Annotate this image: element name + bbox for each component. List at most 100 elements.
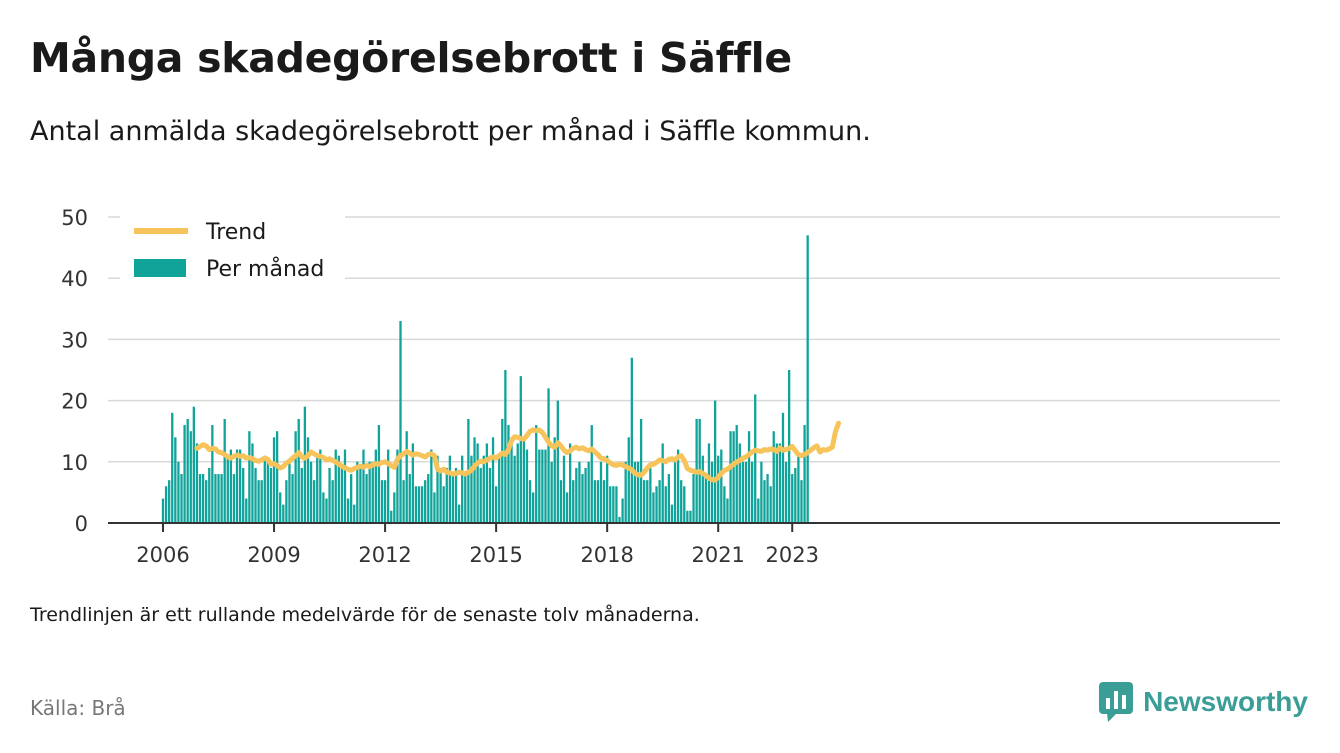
bar [257, 480, 260, 523]
bar [417, 486, 421, 523]
bar [343, 449, 347, 523]
bar [602, 480, 606, 523]
bar [464, 474, 467, 523]
bar [242, 467, 245, 523]
bar [359, 467, 362, 523]
bar [572, 480, 575, 523]
bar [325, 498, 328, 523]
bar [599, 461, 603, 523]
bar [784, 461, 788, 523]
bar [667, 474, 671, 523]
bar [473, 437, 476, 523]
bar [214, 474, 217, 523]
bar [744, 461, 748, 523]
bar [612, 486, 615, 523]
bar [723, 486, 726, 523]
bar [272, 437, 276, 523]
bar [439, 467, 442, 523]
bar [201, 474, 205, 523]
bar [535, 425, 538, 523]
trend-series [194, 420, 842, 483]
bar [334, 449, 337, 523]
bar [643, 480, 646, 523]
bar [581, 474, 584, 523]
bar [368, 461, 371, 523]
bar [544, 449, 547, 523]
bar [547, 388, 550, 523]
bar [806, 235, 809, 524]
bar [655, 486, 658, 523]
bar [279, 492, 282, 523]
bar [498, 455, 501, 523]
bar [670, 504, 674, 523]
bar [177, 461, 180, 523]
bar [420, 486, 424, 523]
bar [396, 449, 399, 523]
bar-chart-bubble-icon [1099, 682, 1134, 722]
bar [596, 480, 600, 523]
bar [763, 480, 766, 523]
bar [741, 461, 745, 523]
bar [306, 437, 310, 523]
trend-line [194, 420, 842, 483]
bar [689, 510, 692, 523]
bar [245, 498, 248, 523]
bar [297, 418, 300, 523]
bar [380, 480, 384, 523]
bar [501, 418, 504, 523]
bar [720, 449, 723, 523]
bar [717, 455, 720, 523]
bar [609, 486, 612, 523]
bar [482, 455, 485, 523]
bar [198, 474, 202, 523]
bar [528, 480, 532, 523]
bar [633, 461, 637, 523]
bar [180, 474, 183, 523]
bar [353, 504, 356, 523]
bar [205, 480, 208, 523]
bar [328, 467, 331, 523]
bar [649, 467, 652, 523]
bar [618, 516, 621, 523]
bar [646, 480, 649, 523]
bar [195, 443, 199, 523]
bar [454, 467, 458, 523]
bar [686, 510, 689, 523]
x-tick-label: 2015 [469, 543, 522, 567]
source-label: Källa: Brå [30, 696, 126, 720]
bar [288, 461, 291, 523]
bar [208, 467, 211, 523]
bar [430, 449, 433, 523]
bar [183, 425, 186, 523]
y-tick-label: 50 [61, 206, 88, 230]
bar [217, 474, 220, 523]
bar [630, 357, 633, 523]
bar [525, 449, 529, 523]
bar [254, 467, 257, 523]
x-tick-label: 2006 [136, 543, 189, 567]
bar [531, 492, 535, 523]
y-tick-label: 40 [61, 267, 88, 291]
bar [491, 437, 495, 523]
bar [303, 406, 307, 523]
bar [590, 425, 593, 523]
bar [735, 425, 738, 523]
bar [470, 455, 473, 523]
bar [676, 449, 680, 523]
bar [587, 461, 590, 523]
bar [707, 443, 711, 523]
bar [701, 455, 704, 523]
bar [732, 431, 735, 523]
bar [488, 467, 492, 523]
x-tick-label: 2021 [691, 543, 744, 567]
legend-bar-label: Per månad [206, 256, 324, 282]
bar [174, 437, 177, 523]
bar [803, 425, 806, 523]
x-tick-label: 2023 [766, 543, 819, 567]
bar [673, 461, 677, 523]
bar [309, 461, 313, 523]
bar [411, 443, 414, 523]
bar [161, 498, 165, 523]
bar [713, 400, 717, 523]
y-tick-label: 0 [75, 512, 88, 536]
